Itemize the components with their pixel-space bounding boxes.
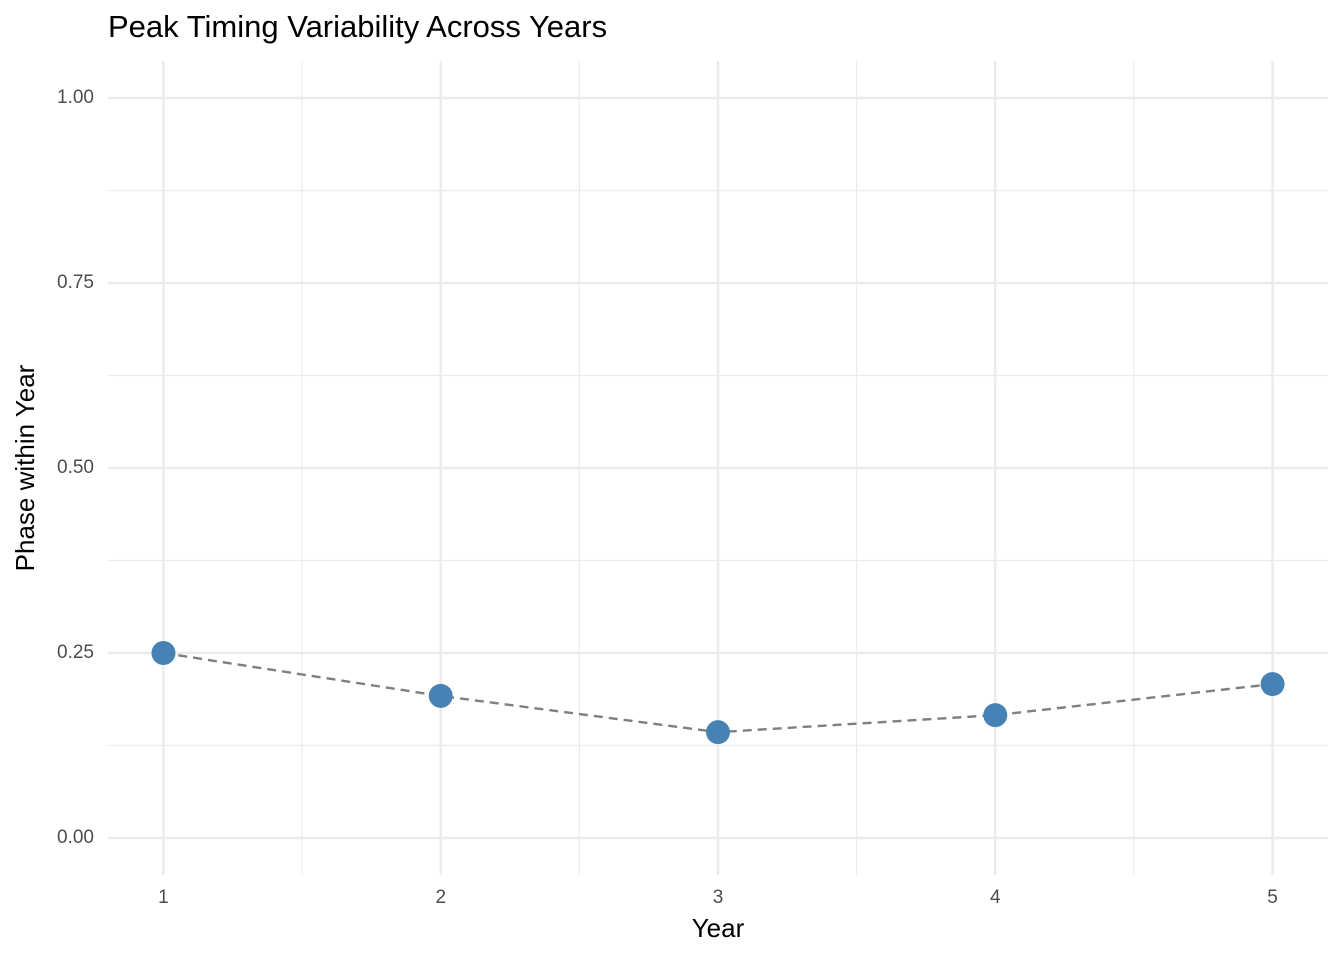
x-tick-label: 5 [1267,887,1278,908]
chart-title: Peak Timing Variability Across Years [108,9,607,44]
y-tick-label: 0.50 [57,457,94,478]
data-point [706,720,730,745]
y-axis-title: Phase within Year [10,364,40,571]
x-tick-label: 4 [990,887,1001,908]
y-tick-label: 0.00 [57,827,94,848]
x-tick-label: 3 [713,887,724,908]
y-tick-label: 0.75 [57,272,94,293]
y-tick-label: 0.25 [57,642,94,663]
x-tick-label: 1 [158,887,169,908]
x-axis-title: Year [692,913,745,943]
data-point [983,703,1008,728]
data-point [1260,672,1285,697]
y-tick-label: 1.00 [57,87,94,108]
data-point [428,683,453,708]
x-tick-label: 2 [435,887,446,908]
data-point [151,641,176,665]
